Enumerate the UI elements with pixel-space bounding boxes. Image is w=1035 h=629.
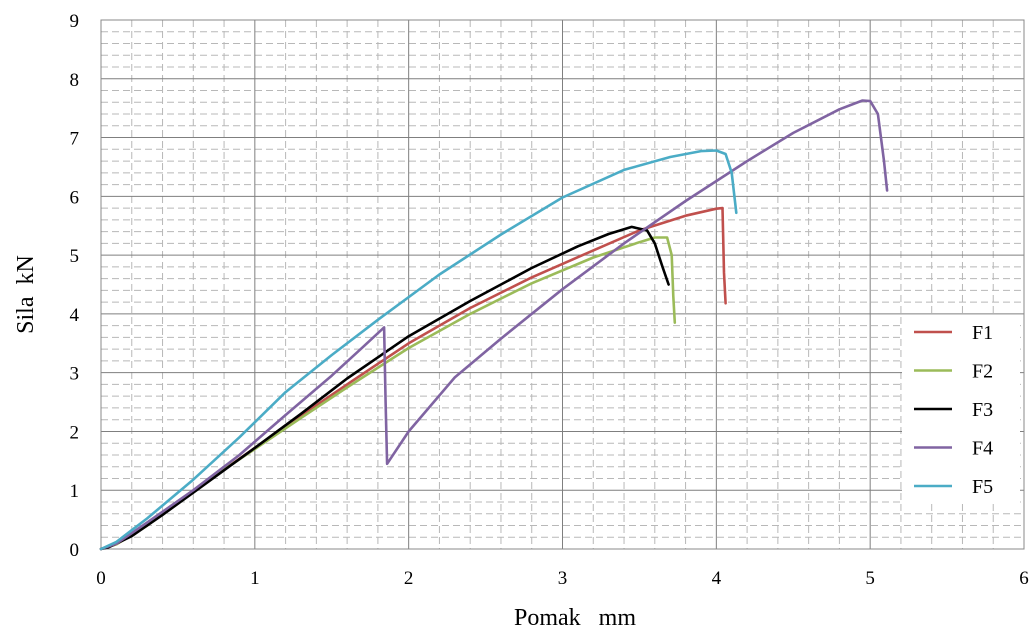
- legend: F1 F2 F3 F4 F5: [902, 315, 1020, 503]
- series-line-f3: [99, 225, 670, 551]
- x-tick-label: 4: [712, 568, 722, 589]
- x-tick-label: 5: [865, 568, 875, 589]
- x-tick-label: 1: [250, 568, 260, 589]
- y-tick-label: 6: [70, 187, 80, 208]
- y-tick-label: 1: [70, 481, 80, 502]
- legend-label-f3: F3: [972, 399, 993, 421]
- x-axis-label: Pomak mm: [514, 605, 636, 629]
- x-tick-label: 3: [558, 568, 568, 589]
- series-layer: [99, 99, 889, 551]
- legend-label-f1: F1: [972, 322, 993, 344]
- y-axis-label: Sila kN: [13, 255, 39, 334]
- y-tick-label: 3: [70, 364, 80, 385]
- y-axis-ticks: 0 1 2 3 4 5 6 7 8 9: [70, 11, 80, 561]
- major-grid: [100, 19, 1025, 550]
- series-line-f4: [99, 99, 889, 551]
- plot-area-border: [100, 19, 1025, 550]
- legend-label-f4: F4: [972, 438, 993, 460]
- y-tick-label: 4: [70, 305, 80, 326]
- x-tick-label: 2: [404, 568, 414, 589]
- y-tick-label: 9: [70, 11, 80, 32]
- legend-label-f2: F2: [972, 361, 993, 383]
- y-tick-label: 0: [70, 540, 80, 561]
- x-tick-label: 0: [96, 568, 106, 589]
- legend-label-f5: F5: [972, 476, 993, 498]
- y-tick-label: 5: [70, 246, 80, 267]
- x-axis-ticks: 0 1 2 3 4 5 6: [96, 568, 1029, 589]
- y-tick-label: 7: [70, 129, 80, 150]
- x-tick-label: 6: [1019, 568, 1029, 589]
- series-line-f1: [99, 206, 727, 551]
- y-tick-label: 8: [70, 70, 80, 91]
- y-tick-label: 2: [70, 422, 80, 443]
- series-line-f5: [99, 149, 738, 551]
